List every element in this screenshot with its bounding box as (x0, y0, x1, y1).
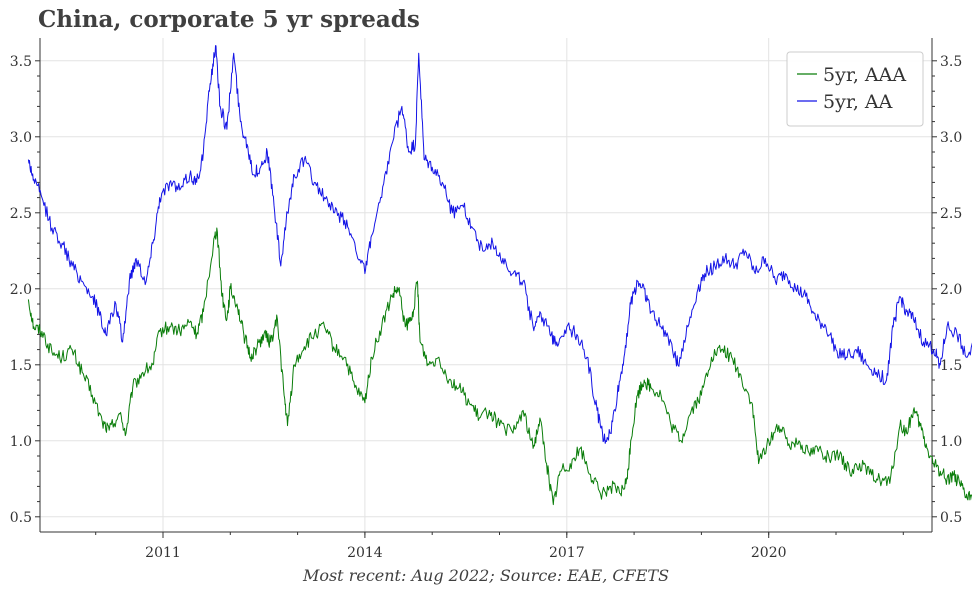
x-tick-label: 2014 (347, 545, 383, 561)
y-tick-label-left: 0.5 (10, 510, 32, 526)
axes: 0.5 0.5 1.0 1.0 1.5 1.5 2.0 2.0 2.5 2.5 3.0 3.0 3.5 3… (10, 38, 962, 561)
x-tick-label: 2011 (145, 545, 181, 561)
y-tick-label-left: 3.0 (10, 130, 32, 146)
y-tick-label-left: 2.0 (10, 282, 32, 298)
grid-lines (40, 38, 932, 532)
source-footnote: Most recent: Aug 2022; Source: EAE, CFET… (302, 566, 670, 585)
chart-title: China, corporate 5 yr spreads (38, 6, 420, 33)
y-tick-label-right: 2.5 (940, 206, 962, 222)
legend-box (786, 51, 924, 127)
y-tick-label-right: 2.0 (940, 282, 962, 298)
y-tick-label-right: 1.5 (940, 358, 962, 374)
y-tick-label-left: 1.0 (10, 434, 32, 450)
x-tick-label: 2017 (549, 545, 585, 561)
y-tick-label-right: 3.5 (940, 54, 962, 70)
series-layer (27, 45, 972, 506)
y-tick-label-right: 0.5 (940, 510, 962, 526)
series-line-aa (27, 45, 972, 444)
x-tick-label: 2020 (751, 545, 787, 561)
y-tick-label-left: 1.5 (10, 358, 32, 374)
series-line-aaa (27, 227, 972, 506)
legend-label: 5yr, AA (823, 91, 893, 113)
y-tick-label-left: 3.5 (10, 54, 32, 70)
y-tick-label-right: 3.0 (940, 130, 962, 146)
legend-label: 5yr, AAA (823, 64, 906, 86)
y-tick-label-left: 2.5 (10, 206, 32, 222)
y-tick-label-right: 1.0 (940, 434, 962, 450)
legend: 5yr, AAA 5yr, AA (786, 51, 924, 127)
